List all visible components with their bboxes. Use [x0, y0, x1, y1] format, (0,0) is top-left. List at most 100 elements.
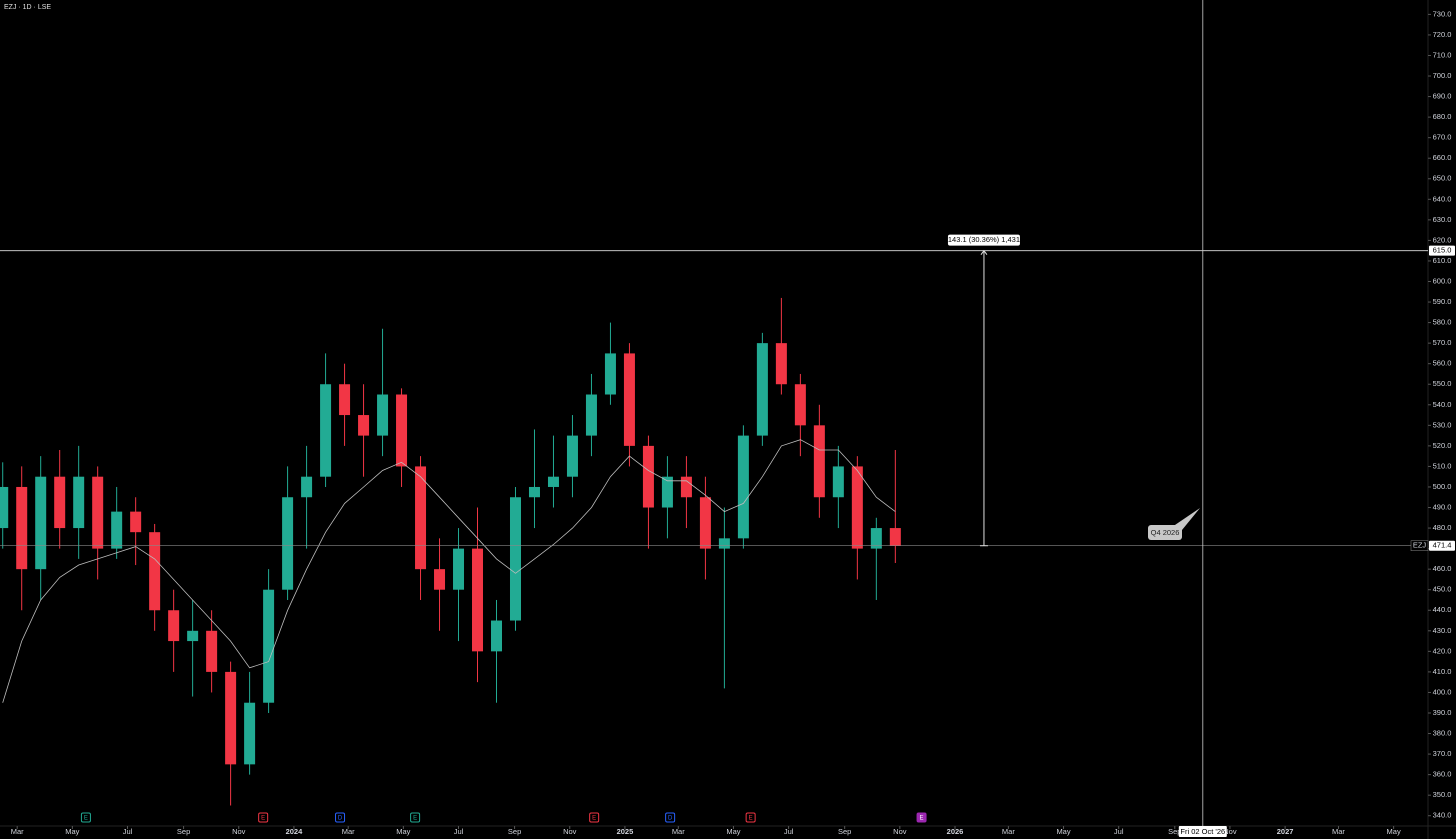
y-tick-label: 500.0 [1433, 482, 1452, 491]
x-tick-label: Mar [1002, 827, 1015, 836]
candle-body [377, 394, 389, 436]
y-tick-label: 660.0 [1433, 153, 1452, 162]
y-tick-label: 370.0 [1433, 749, 1452, 758]
candle-body [73, 476, 85, 529]
y-tick-label: 620.0 [1433, 235, 1452, 244]
x-tick-label: Jul [1114, 827, 1124, 836]
candle-body [244, 702, 256, 765]
x-tick-label: Jul [454, 827, 464, 836]
candle-body [775, 343, 787, 385]
y-tick-label: 510.0 [1433, 461, 1452, 470]
tooltip-box [1148, 525, 1182, 540]
y-tick-label: 440.0 [1433, 605, 1452, 614]
measure-arrow [980, 249, 988, 255]
symbol-label-box [1410, 540, 1429, 551]
y-tick-label: 720.0 [1433, 30, 1452, 39]
x-tick-label: Sep [838, 827, 851, 836]
candle-body [415, 466, 427, 570]
event-marker [745, 812, 756, 823]
y-tick-label: 350.0 [1433, 790, 1452, 799]
measure-label: 143.1 (30.36%) 1,431 [948, 235, 1020, 244]
x-tick-label: 2024 [286, 827, 304, 836]
x-tick-label: 2026 [947, 827, 964, 836]
y-tick-label: 430.0 [1433, 626, 1452, 635]
candle-body [737, 435, 749, 539]
y-tick-label: 560.0 [1433, 359, 1452, 368]
x-tick-label: Jul [784, 827, 794, 836]
y-tick-label: 650.0 [1433, 174, 1452, 183]
tooltip-text: Q4 2026 [1151, 528, 1180, 537]
event-marker [665, 812, 676, 823]
y-tick-label: 630.0 [1433, 215, 1452, 224]
x-tick-label: Nov [232, 827, 246, 836]
candle-body [35, 476, 47, 570]
candle-body [566, 435, 578, 477]
candle-body [889, 528, 901, 546]
x-tick-label: May [726, 827, 740, 836]
candle-body [528, 486, 540, 498]
y-tick-label: 420.0 [1433, 646, 1452, 655]
event-marker [80, 812, 91, 823]
event-label: E [749, 816, 753, 822]
x-tick-label: Sep [177, 827, 190, 836]
candle-body [851, 466, 863, 549]
candle-body [699, 497, 711, 549]
y-tick-label: 710.0 [1433, 50, 1452, 59]
x-tick-label: 2027 [1277, 827, 1294, 836]
y-tick-label: 570.0 [1433, 338, 1452, 347]
y-tick-label: 580.0 [1433, 318, 1452, 327]
candle-body [813, 425, 825, 498]
event-label: E [413, 816, 417, 822]
candle-body [623, 353, 635, 446]
y-tick-label: 360.0 [1433, 770, 1452, 779]
event-marker [335, 812, 346, 823]
candle-body [718, 538, 730, 549]
candle-body [168, 610, 180, 642]
candle-body [453, 548, 465, 590]
event-label: E [261, 816, 265, 822]
y-tick-label: 390.0 [1433, 708, 1452, 717]
y-tick-label: 590.0 [1433, 297, 1452, 306]
x-tick-label: Nov [563, 827, 577, 836]
event-label: D [668, 816, 673, 822]
y-tick-label: 490.0 [1433, 503, 1452, 512]
candle-body [187, 630, 199, 642]
candle-body [585, 394, 597, 436]
candle-body [472, 548, 484, 652]
event-label: E [592, 816, 596, 822]
candle-body [206, 630, 218, 672]
candle-body [339, 384, 351, 416]
candle-body [680, 476, 692, 498]
x-tick-label: Mar [1332, 827, 1345, 836]
candle-body [282, 497, 294, 590]
chart-title: EZJ · 1D · LSE [4, 4, 51, 11]
candle-body [16, 486, 28, 570]
candle-body [149, 532, 161, 611]
measure-label-box [947, 234, 1020, 246]
y-tick-label: 540.0 [1433, 400, 1452, 409]
event-marker [589, 812, 600, 823]
crosshair-label-box [1178, 826, 1227, 837]
y-tick-label: 520.0 [1433, 441, 1452, 450]
candle-body [54, 476, 66, 529]
hline-label-box [1429, 245, 1455, 256]
candle-body [642, 445, 654, 508]
x-tick-label: Nov [893, 827, 907, 836]
candle-body [547, 476, 559, 487]
event-marker [410, 812, 421, 823]
y-tick-label: 460.0 [1433, 564, 1452, 573]
x-tick-label: Jul [123, 827, 133, 836]
x-tick-label: May [65, 827, 79, 836]
y-tick-label: 640.0 [1433, 194, 1452, 203]
symbol-label: EZJ [1413, 541, 1427, 550]
x-tick-label: May [396, 827, 410, 836]
x-tick-label: May [1056, 827, 1070, 836]
candle-body [225, 671, 237, 765]
y-tick-label: 670.0 [1433, 133, 1452, 142]
event-marker [916, 812, 927, 823]
y-tick-label: 700.0 [1433, 71, 1452, 80]
x-tick-label: Mar [672, 827, 685, 836]
y-tick-label: 690.0 [1433, 92, 1452, 101]
candle-body [358, 415, 370, 436]
